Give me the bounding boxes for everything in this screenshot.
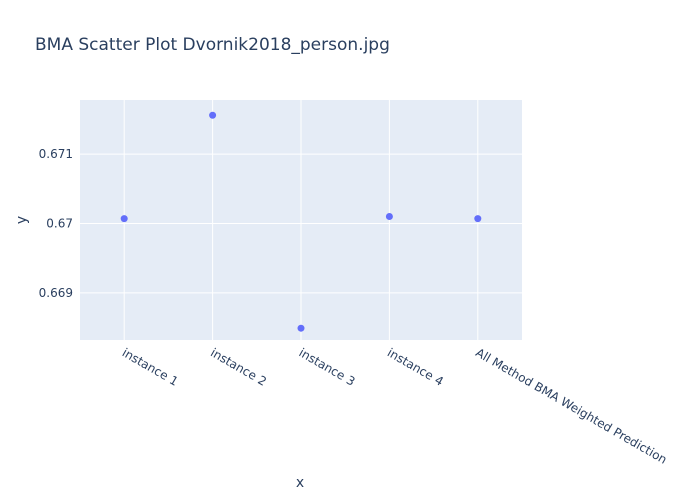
data-point[interactable] [120,215,128,223]
x-axis-label: x [296,475,304,491]
x-tick-label: instance 1 [120,345,181,388]
data-point[interactable] [385,213,393,221]
x-tick-label: instance 3 [297,345,358,388]
x-tick-label: All Method BMA Weighted Prediction [473,345,669,466]
data-point[interactable] [297,324,305,332]
y-axis-ticks: 0.669 0.67 0.671 [39,147,73,300]
chart-title: BMA Scatter Plot Dvornik2018_person.jpg [35,35,390,55]
data-points [120,111,482,332]
x-axis-ticks: instance 1 instance 2 instance 3 instance 4… [120,345,670,466]
y-tick-label: 0.671 [39,147,73,161]
x-tick-label: instance 2 [208,345,269,388]
grid-lines [80,100,522,340]
data-point[interactable] [209,111,217,119]
y-tick-label: 0.669 [39,286,73,300]
x-tick-label: instance 4 [385,345,446,388]
y-tick-label: 0.67 [46,216,73,230]
data-point[interactable] [474,215,482,223]
y-axis-label: y [14,216,30,224]
